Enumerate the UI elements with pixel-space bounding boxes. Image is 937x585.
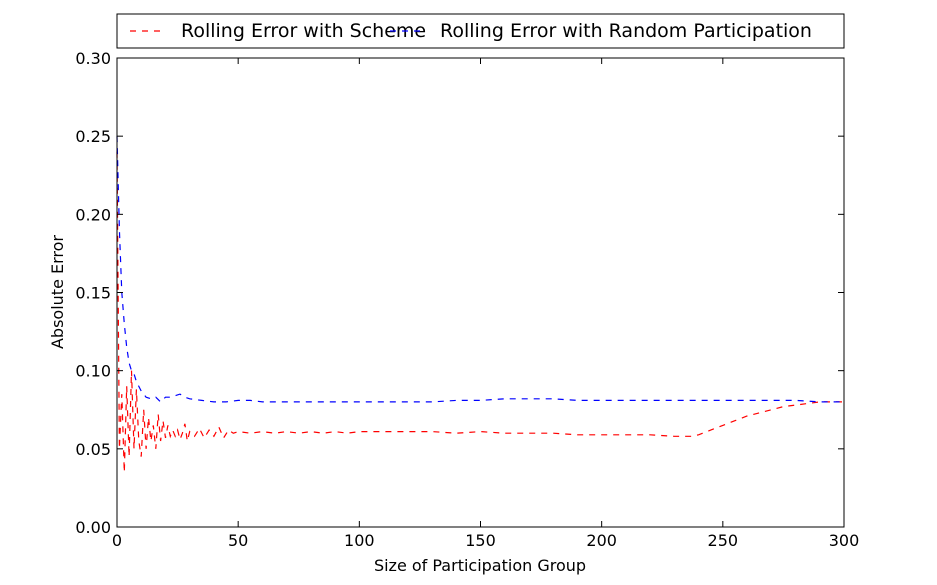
y-tick-label: 0.30 xyxy=(75,49,111,68)
y-tick-label: 0.25 xyxy=(75,127,111,146)
tick-layer: 0 50 100 150 200 250 300 0.00 0.05 0.10 0.15 0.20 0.… xyxy=(75,49,859,550)
y-tick-label: 0.20 xyxy=(75,205,111,224)
x-tick-label: 50 xyxy=(228,531,248,550)
x-axis-label: Size of Participation Group xyxy=(374,556,586,575)
y-axis-label: Absolute Error xyxy=(48,235,67,349)
y-tick-label: 0.10 xyxy=(75,362,111,381)
plot-frame xyxy=(116,57,845,528)
legend: Rolling Error with Scheme Rolling Error … xyxy=(116,13,845,49)
x-tick-label: 150 xyxy=(465,531,496,550)
legend-label-random: Rolling Error with Random Participation xyxy=(440,20,812,42)
x-tick-label: 300 xyxy=(829,531,860,550)
legend-box xyxy=(116,13,845,49)
y-tick-label: 0.00 xyxy=(75,518,111,537)
y-tick-label: 0.15 xyxy=(75,284,111,303)
legend-label-scheme: Rolling Error with Scheme xyxy=(181,20,426,42)
x-tick-label: 200 xyxy=(586,531,617,550)
series-layer xyxy=(116,136,844,473)
x-tick-label: 0 xyxy=(112,531,122,550)
series-line-0 xyxy=(116,151,844,473)
y-tick-label: 0.05 xyxy=(75,440,111,459)
series-line-1 xyxy=(116,136,844,403)
x-tick-label: 100 xyxy=(344,531,375,550)
x-tick-label: 250 xyxy=(708,531,739,550)
